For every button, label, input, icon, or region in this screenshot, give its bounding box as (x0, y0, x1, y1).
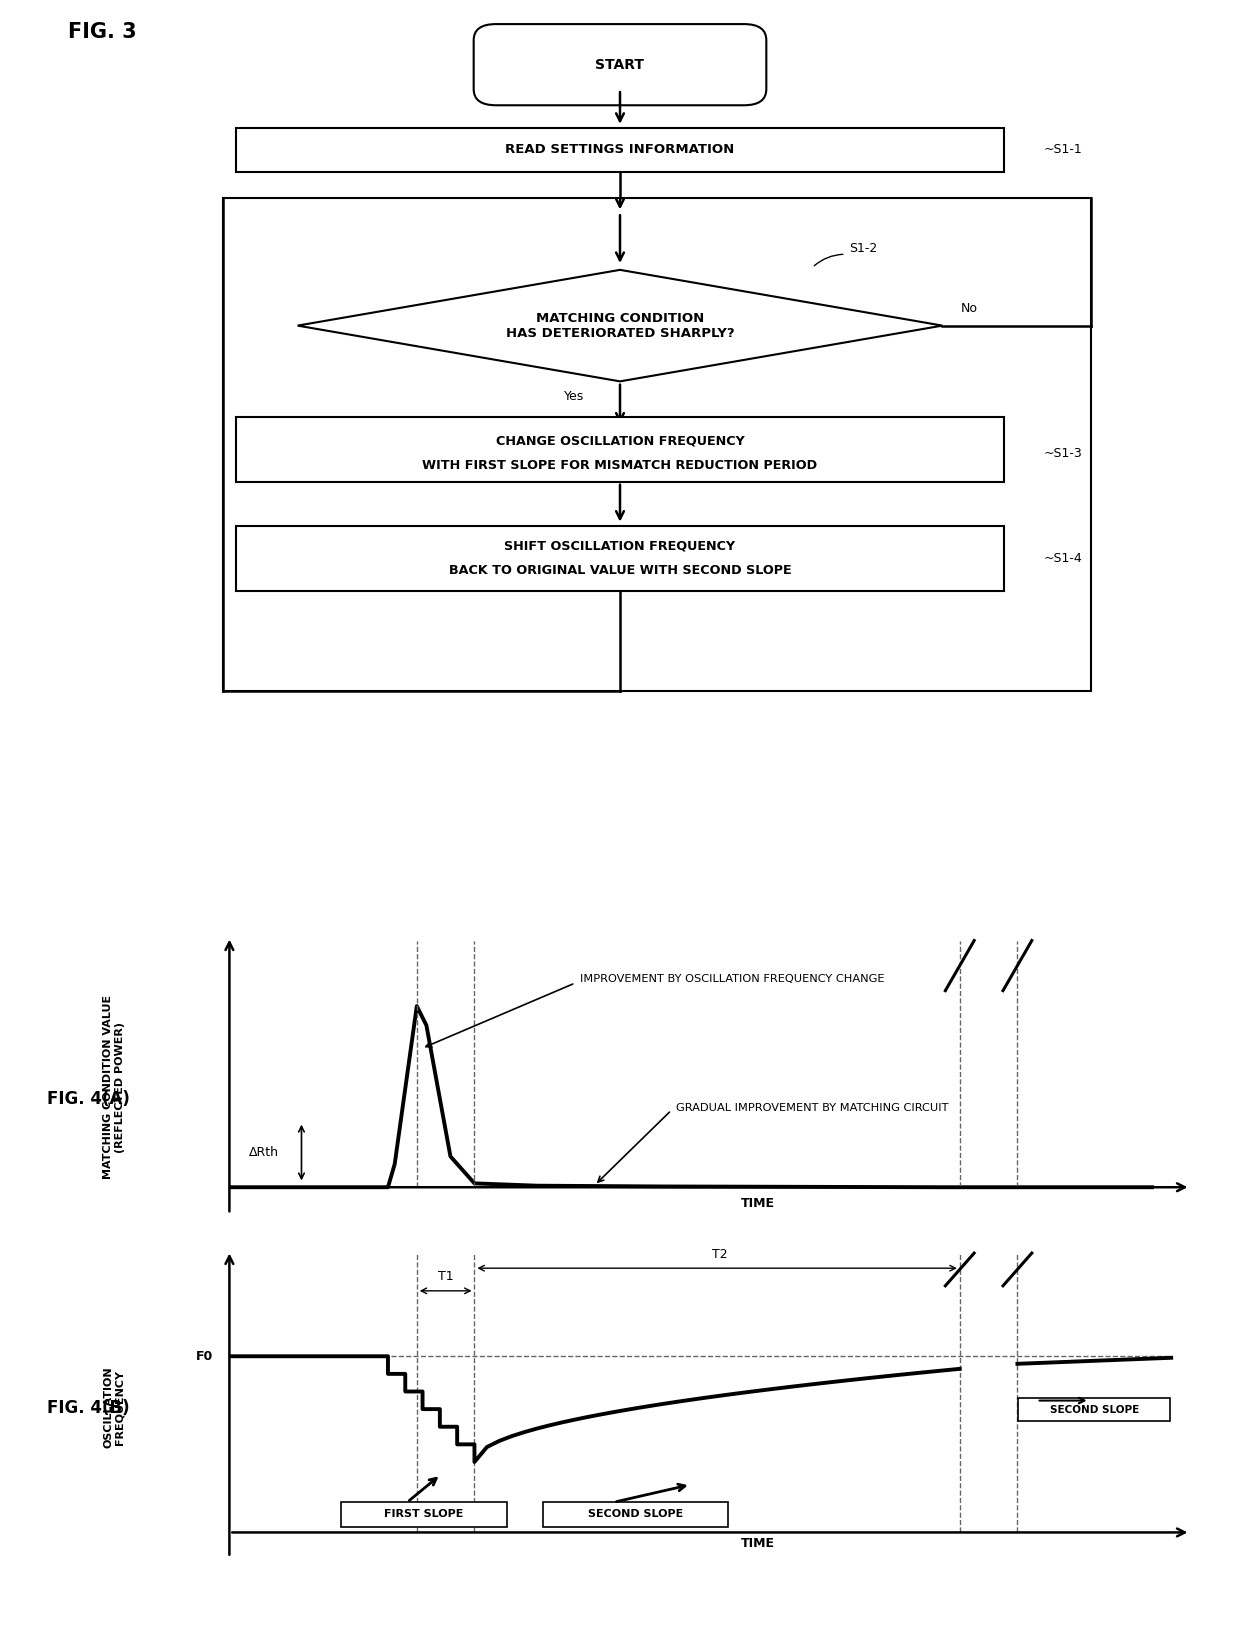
Polygon shape (298, 269, 942, 382)
Text: T1: T1 (438, 1270, 454, 1282)
Text: SECOND SLOPE: SECOND SLOPE (1050, 1404, 1138, 1414)
Text: MATCHING CONDITION
HAS DETERIORATED SHARPLY?: MATCHING CONDITION HAS DETERIORATED SHAR… (506, 312, 734, 340)
FancyBboxPatch shape (341, 1502, 507, 1526)
Text: OSCILLATION
FREQUENCY: OSCILLATION FREQUENCY (103, 1366, 125, 1449)
Text: SECOND SLOPE: SECOND SLOPE (588, 1510, 683, 1520)
Text: SHIFT OSCILLATION FREQUENCY: SHIFT OSCILLATION FREQUENCY (505, 540, 735, 552)
Text: BACK TO ORIGINAL VALUE WITH SECOND SLOPE: BACK TO ORIGINAL VALUE WITH SECOND SLOPE (449, 565, 791, 578)
Text: ~S1-1: ~S1-1 (1044, 144, 1083, 157)
Text: FIRST SLOPE: FIRST SLOPE (384, 1510, 464, 1520)
Text: ~S1-3: ~S1-3 (1044, 446, 1083, 459)
Text: T2: T2 (712, 1249, 728, 1260)
Text: ~S1-4: ~S1-4 (1044, 552, 1083, 565)
Text: IMPROVEMENT BY OSCILLATION FREQUENCY CHANGE: IMPROVEMENT BY OSCILLATION FREQUENCY CHA… (580, 975, 884, 985)
Bar (236, 418, 1004, 482)
Text: ΔRth: ΔRth (248, 1146, 279, 1160)
Bar (236, 527, 1004, 590)
Text: F0: F0 (196, 1350, 213, 1363)
FancyBboxPatch shape (474, 25, 766, 106)
Text: S1-2: S1-2 (849, 241, 878, 254)
Text: Yes: Yes (564, 390, 584, 403)
Text: WITH FIRST SLOPE FOR MISMATCH REDUCTION PERIOD: WITH FIRST SLOPE FOR MISMATCH REDUCTION … (423, 459, 817, 472)
Text: CHANGE OSCILLATION FREQUENCY: CHANGE OSCILLATION FREQUENCY (496, 434, 744, 448)
FancyBboxPatch shape (1018, 1398, 1171, 1421)
Text: MATCHING CONDITION VALUE
(REFLECTED POWER): MATCHING CONDITION VALUE (REFLECTED POWE… (103, 995, 125, 1180)
Text: START: START (595, 58, 645, 71)
Text: TIME: TIME (742, 1198, 775, 1211)
Bar (223, 198, 1091, 691)
Text: No: No (961, 302, 978, 316)
Text: READ SETTINGS INFORMATION: READ SETTINGS INFORMATION (506, 144, 734, 157)
FancyBboxPatch shape (543, 1502, 728, 1526)
Text: GRADUAL IMPROVEMENT BY MATCHING CIRCUIT: GRADUAL IMPROVEMENT BY MATCHING CIRCUIT (676, 1104, 949, 1113)
Text: FIG. 3: FIG. 3 (68, 21, 136, 43)
Bar (236, 127, 1004, 172)
Text: TIME: TIME (742, 1536, 775, 1550)
Text: FIG. 4(B): FIG. 4(B) (47, 1399, 130, 1416)
Text: FIG. 4(A): FIG. 4(A) (47, 1090, 130, 1107)
